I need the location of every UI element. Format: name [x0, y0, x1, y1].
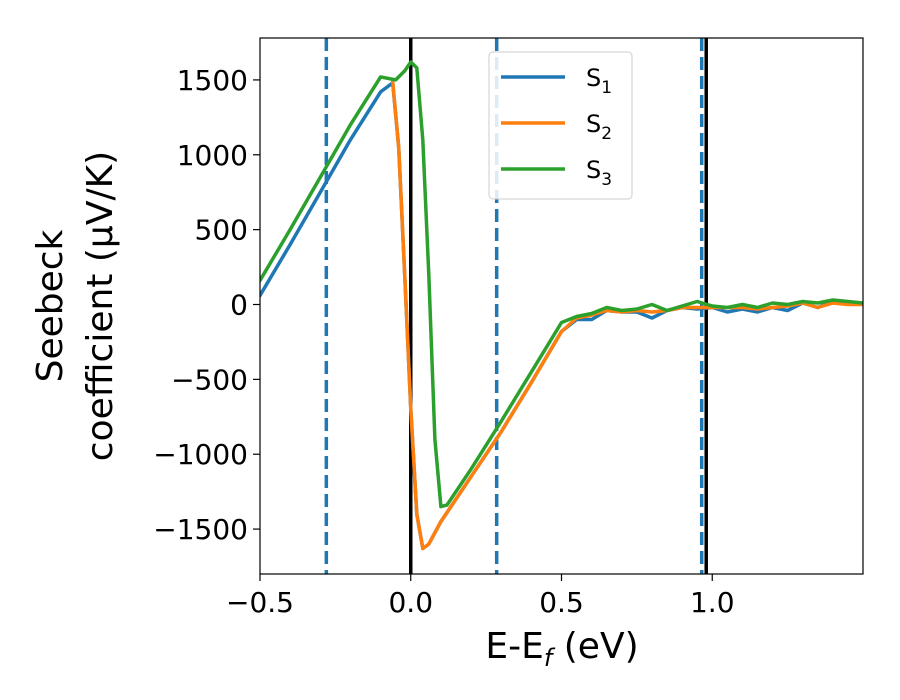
- legend-box: [488, 51, 633, 200]
- legend: S1 S2 S3: [488, 51, 633, 200]
- x-tick-label: 0.5: [539, 586, 584, 619]
- y-axis-title-line2: coefficient (μV/K): [80, 151, 121, 461]
- y-tick-label: −1500: [153, 513, 248, 546]
- x-tick-label: 1.0: [690, 586, 735, 619]
- x-axis-title: E-Ef (eV): [485, 626, 638, 672]
- y-tick-label: −500: [171, 363, 248, 396]
- y-tick-label: 500: [195, 214, 248, 247]
- y-tick-label: 0: [230, 289, 248, 322]
- y-tick-label: −1000: [153, 438, 248, 471]
- series-line-S3: [260, 60, 863, 509]
- x-axis: −0.5 0.0 0.5 1.0: [226, 574, 735, 619]
- series-lines: [260, 60, 863, 551]
- legend-label-S1: S1: [586, 64, 612, 98]
- y-axis-title: Seebeck coefficient (μV/K): [30, 151, 121, 461]
- legend-label-S2: S2: [586, 110, 612, 144]
- x-tick-label: −0.5: [226, 586, 294, 619]
- y-tick-label: 1000: [177, 139, 248, 172]
- y-axis: 1500 1000 500 0 −500 −1000 −1500: [153, 64, 260, 546]
- y-tick-label: 1500: [177, 64, 248, 97]
- legend-label-S3: S3: [586, 156, 612, 190]
- y-axis-title-line1: Seebeck: [30, 229, 71, 382]
- x-axis-title-main: E-E: [485, 626, 543, 667]
- x-axis-title-unit: (eV): [552, 626, 638, 667]
- x-tick-label: 0.0: [388, 586, 433, 619]
